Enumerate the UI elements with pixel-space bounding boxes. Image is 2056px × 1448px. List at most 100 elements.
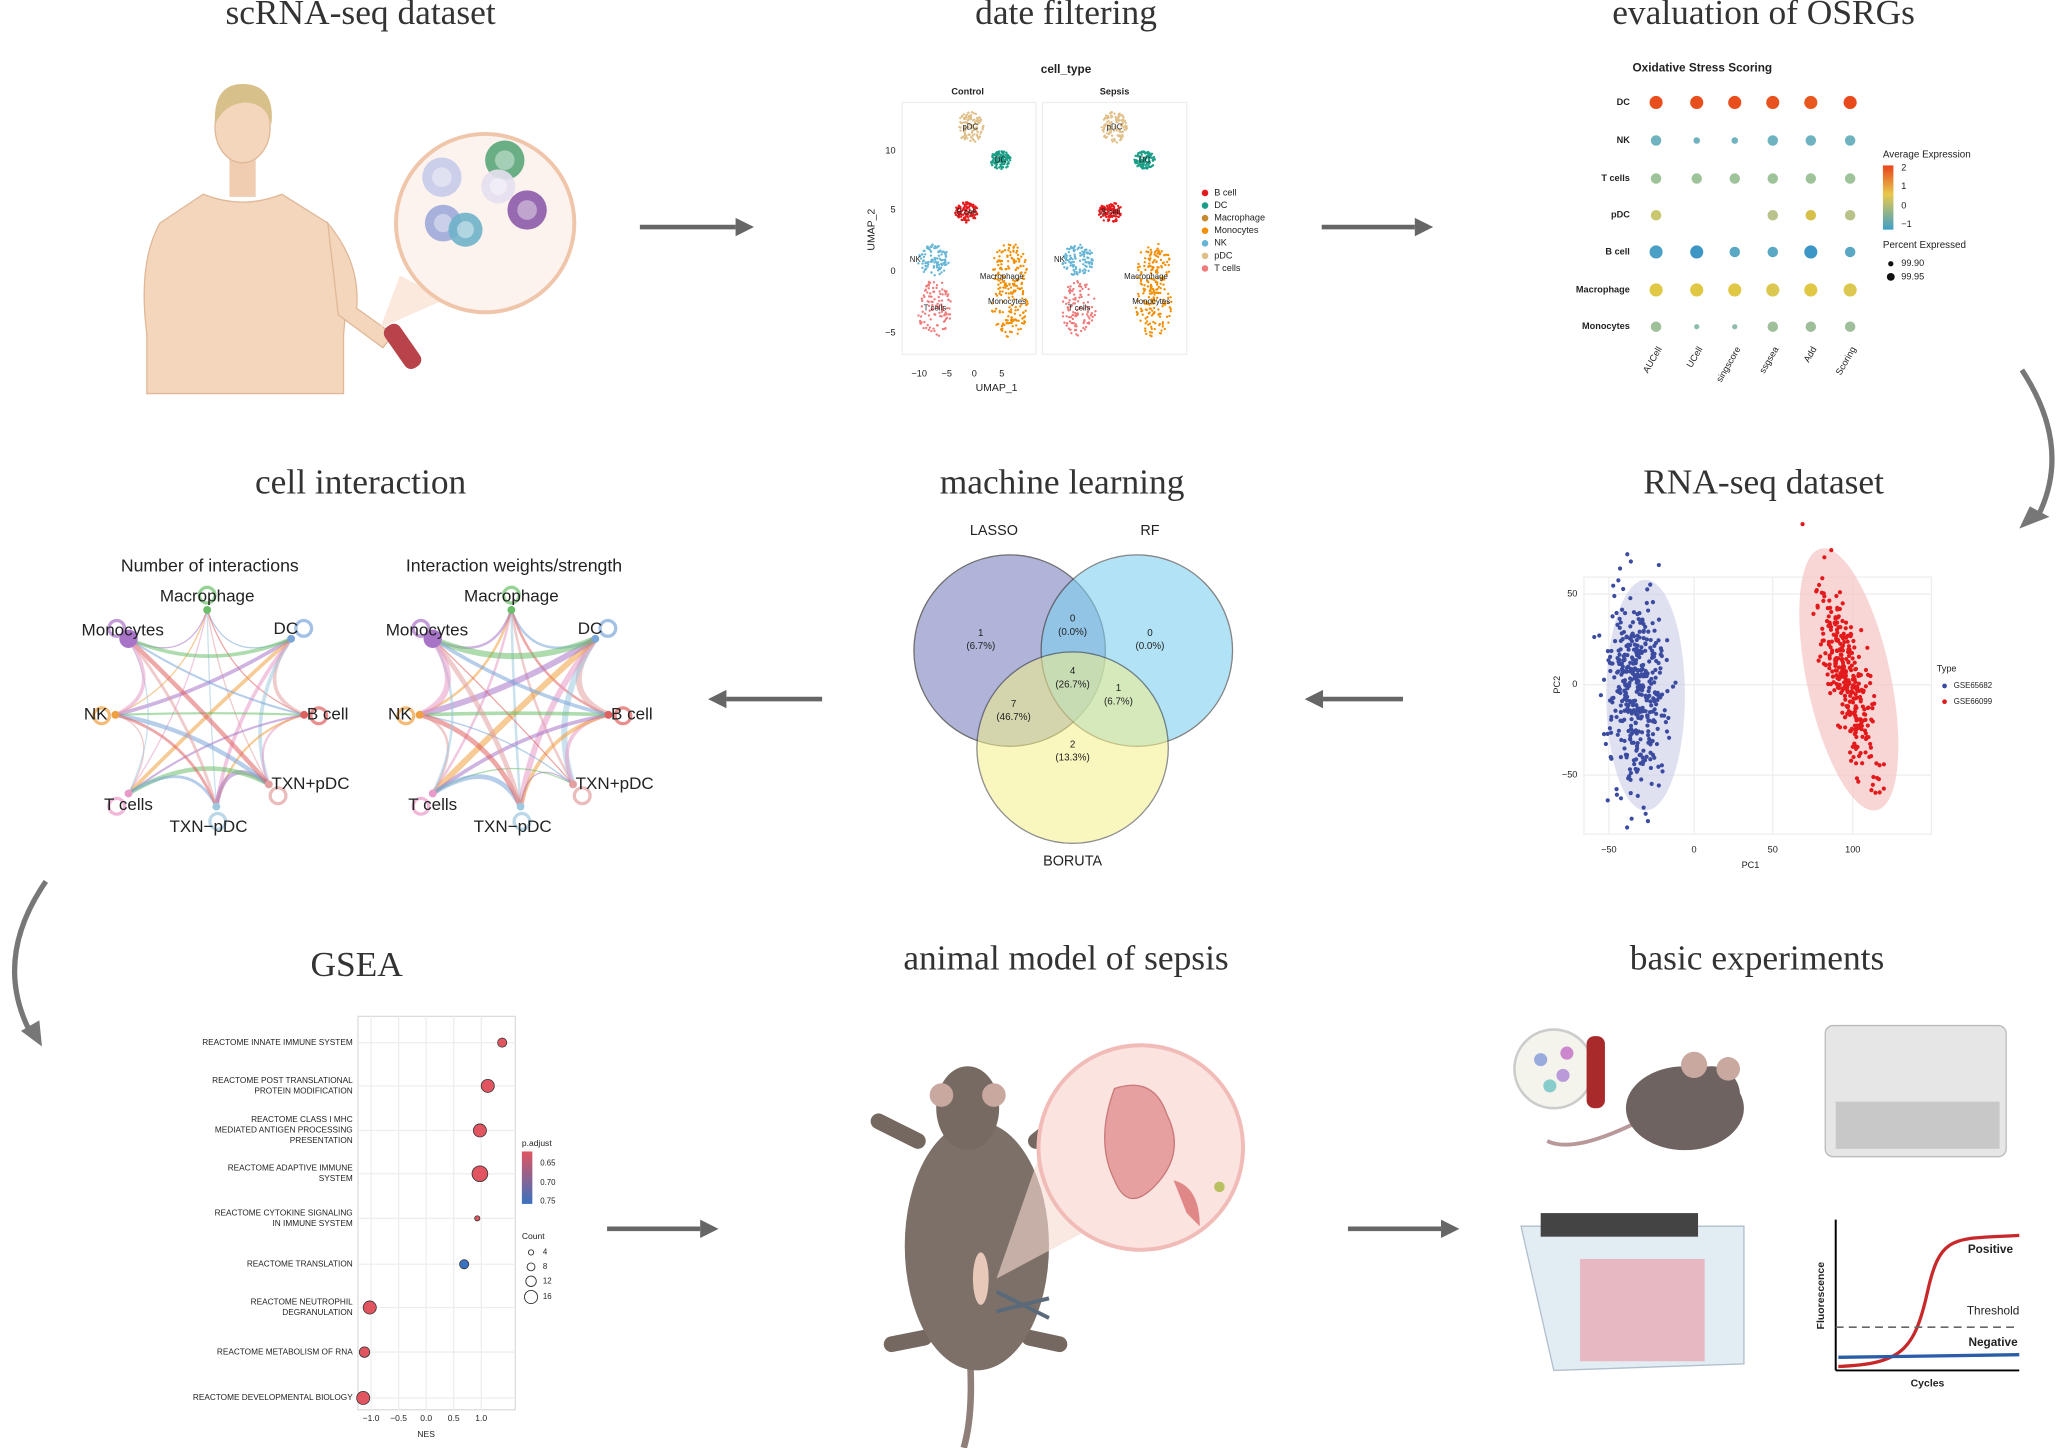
umap-point — [937, 334, 941, 337]
pca-point — [1621, 658, 1626, 663]
umap-point — [1152, 320, 1155, 324]
pca-point — [1641, 805, 1646, 810]
umap-point — [1071, 317, 1075, 321]
blood-tube — [1586, 1036, 1605, 1109]
pca-point — [1621, 669, 1626, 675]
panel-title: animal model of sepsis — [903, 937, 1228, 977]
umap-point — [1000, 160, 1004, 163]
dot — [1649, 245, 1663, 259]
umap-point — [1125, 124, 1128, 128]
row-label: DC — [1617, 97, 1631, 107]
pca-point — [1649, 648, 1655, 653]
umap-point — [1149, 334, 1152, 337]
umap-point — [976, 130, 979, 134]
umap-point — [942, 269, 946, 272]
network-edge — [518, 713, 609, 808]
pca-point — [1854, 695, 1860, 700]
umap-point — [927, 304, 931, 308]
network-edge — [127, 637, 218, 808]
umap-point — [1150, 153, 1153, 157]
umap-point — [1072, 302, 1075, 305]
pca-point — [1828, 690, 1833, 696]
pca-point — [1652, 707, 1657, 712]
umap-point — [1066, 307, 1070, 310]
umap-point — [1159, 291, 1162, 295]
umap-point — [1009, 318, 1013, 322]
umap-point — [1137, 262, 1140, 266]
umap-point — [1116, 210, 1120, 213]
pca-point — [1870, 706, 1875, 711]
umap-point — [922, 259, 925, 262]
umap-point — [1143, 284, 1146, 287]
pca-point — [1816, 658, 1821, 663]
umap-point — [1105, 132, 1109, 135]
umap-point — [946, 307, 949, 310]
pca-point — [1840, 643, 1846, 648]
umap-point — [976, 122, 980, 125]
umap-point — [1076, 273, 1079, 276]
legend-label: GSE65682 — [1954, 681, 1992, 690]
umap-point — [1153, 327, 1156, 331]
pca-point — [1666, 735, 1672, 740]
pca-point — [1827, 656, 1832, 661]
self-loop — [107, 618, 127, 638]
dot — [1649, 283, 1663, 297]
umap-point — [933, 246, 937, 250]
term-label: REACTOME CLASS I MHC — [251, 1115, 353, 1124]
pca-point — [1841, 680, 1847, 685]
umap-point — [945, 263, 948, 266]
pca-point — [1863, 736, 1869, 742]
pca-point — [1846, 653, 1852, 658]
pca-point — [1846, 709, 1851, 714]
umap-point — [928, 309, 931, 312]
tick-label: 50 — [1567, 589, 1577, 599]
umap-point — [996, 250, 999, 254]
umap-point — [1024, 258, 1027, 262]
gsea-point — [356, 1391, 371, 1405]
pca-point — [1856, 753, 1862, 759]
umap-point — [1022, 252, 1025, 256]
umap-point — [1009, 244, 1012, 247]
pca-point — [1851, 754, 1856, 760]
umap-point — [934, 260, 937, 263]
pca-point — [1837, 606, 1842, 612]
network-node — [287, 634, 296, 643]
pca-point — [1834, 668, 1839, 673]
umap-point — [1072, 281, 1076, 285]
pca-point — [1656, 638, 1661, 643]
pca-point — [1652, 643, 1657, 648]
umap-point — [926, 323, 929, 327]
pca-point — [1626, 647, 1631, 652]
pca-point — [1643, 641, 1648, 646]
umap-point — [1001, 327, 1004, 330]
pca-point — [1648, 637, 1653, 643]
umap-point — [1142, 299, 1146, 303]
row-label: Monocytes — [1582, 321, 1630, 331]
umap-point — [1153, 293, 1156, 296]
umap-point — [941, 305, 944, 308]
pca-point — [1656, 693, 1662, 698]
umap-point — [938, 267, 942, 271]
umap-point — [1097, 213, 1101, 216]
umap-point — [1148, 322, 1152, 325]
pca-point — [1608, 730, 1614, 735]
umap-point — [969, 116, 972, 120]
umap-point — [948, 307, 951, 310]
incision — [972, 1252, 989, 1305]
umap-point — [1139, 277, 1143, 281]
dot — [1650, 210, 1662, 221]
umap-point — [1079, 254, 1082, 257]
pca-point — [1868, 680, 1873, 686]
umap-point — [978, 116, 981, 119]
cell — [1556, 1068, 1570, 1082]
legend-dot — [1942, 683, 1947, 689]
umap-point — [1014, 305, 1017, 309]
person-body — [143, 193, 347, 395]
umap-point — [1137, 292, 1140, 296]
node-label: T cells — [408, 795, 457, 814]
pca-point — [1843, 714, 1848, 720]
umap-point — [1087, 287, 1090, 291]
pca-point — [1860, 734, 1865, 739]
dot — [1805, 135, 1817, 146]
umap-point — [1014, 318, 1017, 321]
